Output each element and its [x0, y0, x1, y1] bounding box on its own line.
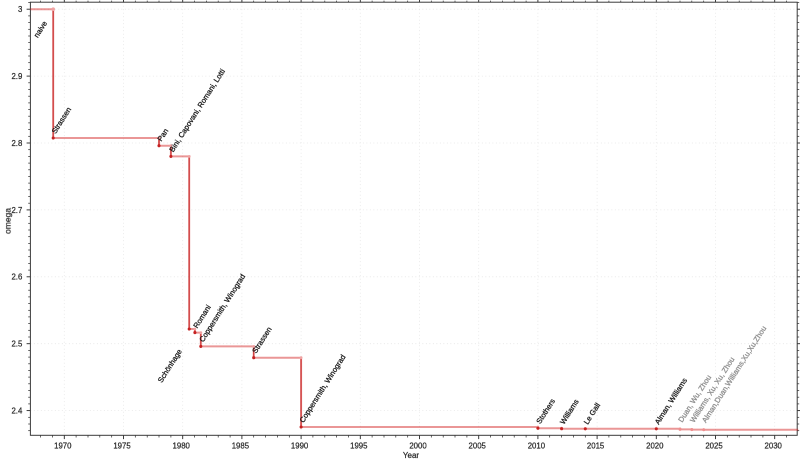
- svg-text:2015: 2015: [587, 441, 605, 450]
- svg-text:2030: 2030: [765, 441, 783, 450]
- svg-text:2025: 2025: [705, 441, 723, 450]
- svg-text:1995: 1995: [350, 441, 368, 450]
- svg-text:2.6: 2.6: [11, 273, 22, 282]
- svg-text:1980: 1980: [173, 441, 191, 450]
- svg-text:1985: 1985: [232, 441, 250, 450]
- svg-text:2010: 2010: [528, 441, 546, 450]
- svg-text:2.4: 2.4: [11, 407, 23, 416]
- svg-text:3: 3: [18, 5, 22, 14]
- svg-text:2000: 2000: [409, 441, 427, 450]
- svg-text:2.8: 2.8: [11, 139, 22, 148]
- svg-text:2.7: 2.7: [11, 206, 22, 215]
- svg-text:2020: 2020: [646, 441, 664, 450]
- svg-text:omega: omega: [3, 208, 13, 234]
- svg-text:2.9: 2.9: [11, 72, 22, 81]
- svg-text:2005: 2005: [469, 441, 487, 450]
- svg-text:1990: 1990: [291, 441, 309, 450]
- svg-text:2.5: 2.5: [11, 340, 23, 349]
- svg-text:Year: Year: [403, 451, 420, 460]
- svg-text:1970: 1970: [54, 441, 72, 450]
- svg-text:1975: 1975: [113, 441, 131, 450]
